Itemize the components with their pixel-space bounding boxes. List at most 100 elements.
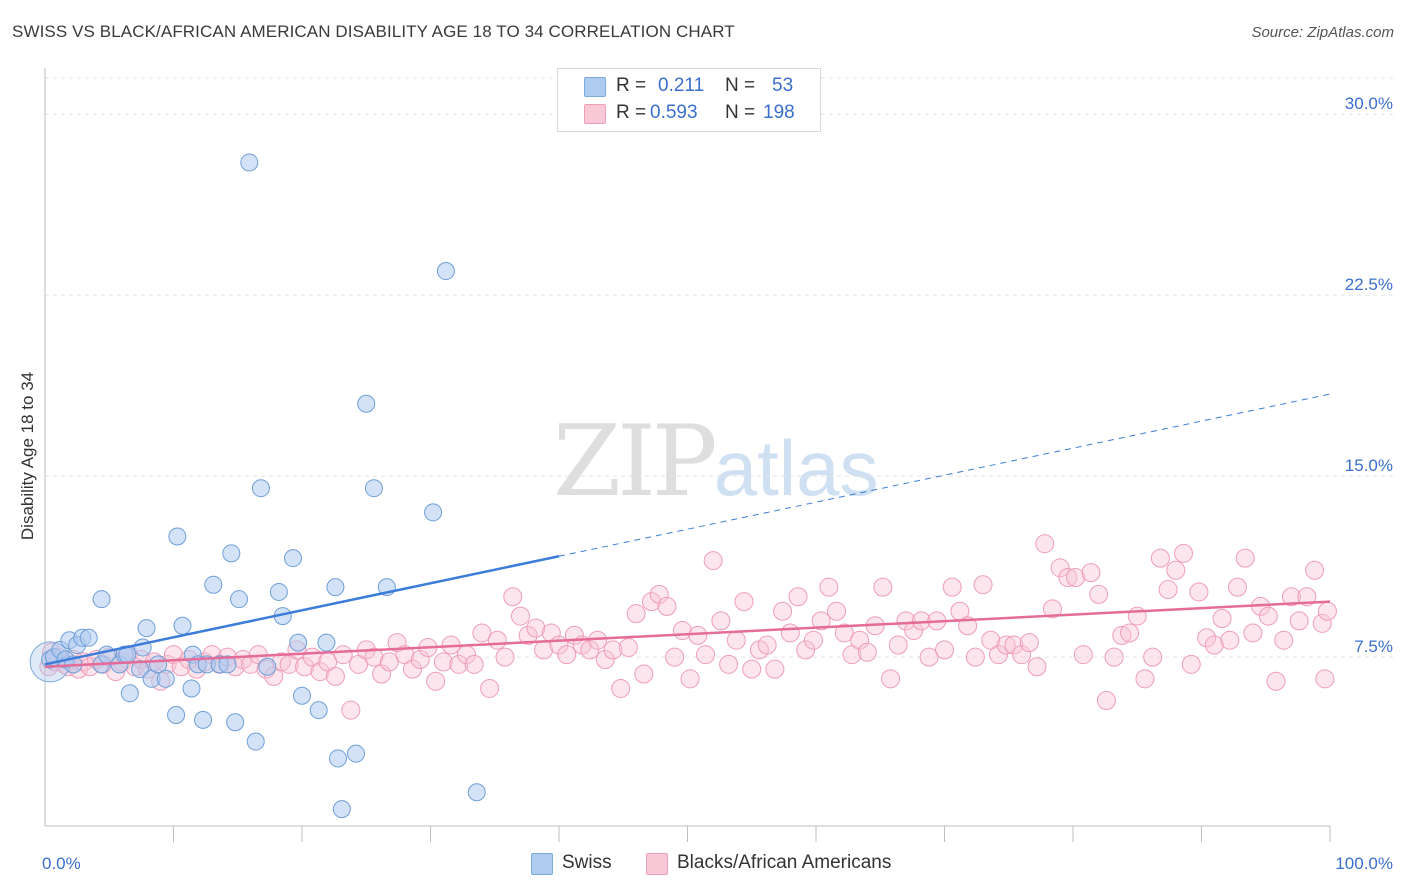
data-point-black bbox=[1317, 601, 1337, 621]
data-point-black bbox=[642, 592, 662, 612]
data-point-black bbox=[1081, 563, 1101, 583]
data-point-black bbox=[834, 623, 854, 643]
data-point-black bbox=[503, 587, 523, 607]
data-point-black bbox=[942, 577, 962, 597]
y-tick-label: 22.5% bbox=[1345, 275, 1393, 294]
data-point-black bbox=[1289, 611, 1309, 631]
data-point-black bbox=[626, 604, 646, 624]
correlation-legend: R = 0.211 N = 53 R = 0.593 N = 198 bbox=[557, 68, 821, 132]
data-point-swiss bbox=[173, 616, 192, 635]
data-point-black bbox=[1297, 587, 1317, 607]
data-point-black bbox=[973, 575, 993, 595]
data-point-black bbox=[1143, 647, 1163, 667]
data-point-black bbox=[919, 647, 939, 667]
r-value: 0.593 bbox=[650, 102, 698, 123]
r-label: R = bbox=[616, 102, 647, 123]
data-point-black bbox=[765, 659, 785, 679]
data-point-black bbox=[649, 584, 669, 604]
data-point-black bbox=[873, 577, 893, 597]
data-point-swiss bbox=[332, 800, 351, 819]
data-point-black bbox=[1204, 635, 1224, 655]
data-point-black bbox=[719, 654, 739, 674]
data-point-swiss bbox=[328, 749, 347, 768]
data-point-swiss bbox=[240, 153, 259, 172]
data-point-black bbox=[480, 678, 500, 698]
data-point-black bbox=[310, 662, 330, 682]
data-point-black bbox=[379, 652, 399, 672]
data-point-black bbox=[1197, 628, 1217, 648]
data-point-swiss bbox=[218, 655, 237, 674]
data-point-black bbox=[595, 650, 615, 670]
data-point-black bbox=[1243, 623, 1263, 643]
data-point-swiss bbox=[284, 549, 303, 568]
data-point-swiss bbox=[246, 732, 265, 751]
data-point-black bbox=[433, 652, 453, 672]
legend-swatch-swiss bbox=[531, 853, 553, 875]
data-point-black bbox=[1112, 625, 1132, 645]
data-point-black bbox=[1089, 584, 1109, 604]
source-label: Source: ZipAtlas.com bbox=[1251, 24, 1394, 41]
data-point-black bbox=[757, 635, 777, 655]
black-series-points bbox=[39, 534, 1337, 720]
y-tick-label: 7.5% bbox=[1354, 637, 1393, 656]
data-point-black bbox=[1135, 669, 1155, 689]
data-point-black bbox=[510, 606, 530, 626]
data-point-black bbox=[449, 654, 469, 674]
data-point-swiss bbox=[424, 503, 443, 522]
data-point-black bbox=[295, 657, 315, 677]
x-tick-label: 0.0% bbox=[42, 854, 81, 873]
data-point-black bbox=[557, 645, 577, 665]
r-value: 0.211 bbox=[658, 75, 705, 96]
data-point-black bbox=[1096, 691, 1116, 711]
data-point-black bbox=[665, 647, 685, 667]
watermark-zip: ZIP bbox=[553, 405, 718, 519]
data-point-swiss bbox=[364, 479, 383, 498]
data-point-swiss bbox=[92, 590, 111, 609]
data-point-swiss bbox=[289, 633, 308, 652]
data-point-black bbox=[1127, 606, 1147, 626]
legend-swatch-swiss bbox=[584, 77, 606, 97]
data-point-swiss bbox=[258, 657, 277, 676]
data-point-black bbox=[372, 664, 392, 684]
legend-swatch-black bbox=[646, 853, 668, 875]
data-point-swiss bbox=[194, 710, 213, 729]
data-point-swiss bbox=[251, 479, 270, 498]
data-point-black bbox=[1305, 560, 1325, 580]
data-point-black bbox=[1220, 630, 1240, 650]
n-label: N = bbox=[725, 102, 756, 123]
data-point-black bbox=[526, 618, 546, 638]
data-point-black bbox=[1058, 567, 1078, 587]
data-point-black bbox=[1035, 534, 1055, 554]
data-point-black bbox=[1315, 669, 1335, 689]
data-point-swiss bbox=[226, 713, 245, 732]
data-point-swiss bbox=[346, 744, 365, 763]
data-point-black bbox=[726, 630, 746, 650]
data-point-black bbox=[472, 623, 492, 643]
data-point-swiss bbox=[357, 394, 376, 413]
data-point-black bbox=[881, 669, 901, 689]
data-point-black bbox=[341, 700, 361, 720]
data-point-black bbox=[1073, 645, 1093, 665]
data-point-swiss bbox=[167, 706, 186, 725]
data-point-swiss bbox=[293, 686, 311, 705]
data-point-swiss bbox=[317, 633, 336, 652]
watermark-atlas: atlas bbox=[713, 424, 879, 512]
data-point-black bbox=[1312, 613, 1332, 633]
data-point-black bbox=[1227, 577, 1247, 597]
data-point-black bbox=[1104, 647, 1124, 667]
data-point-swiss bbox=[467, 783, 486, 802]
y-tick-label: 30.0% bbox=[1345, 94, 1393, 113]
data-point-swiss bbox=[230, 590, 249, 609]
data-point-black bbox=[495, 647, 515, 667]
data-point-black bbox=[611, 678, 631, 698]
data-point-black bbox=[711, 611, 731, 631]
trend-line-swiss-extrapolated bbox=[558, 393, 1331, 557]
data-point-black bbox=[487, 630, 507, 650]
y-tick-label: 15.0% bbox=[1345, 456, 1393, 475]
trend-line-swiss bbox=[44, 555, 560, 666]
trend-line-black bbox=[44, 600, 1331, 668]
data-point-black bbox=[896, 611, 916, 631]
data-point-black bbox=[935, 640, 954, 660]
data-point-black bbox=[996, 635, 1016, 655]
data-point-black bbox=[1266, 671, 1286, 691]
